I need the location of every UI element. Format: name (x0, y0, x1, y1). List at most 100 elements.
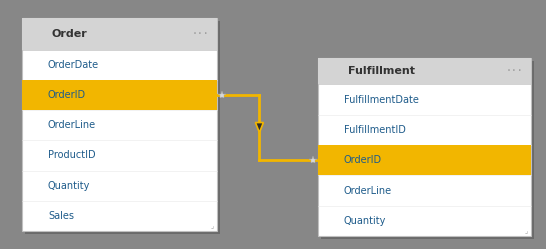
Text: Quantity: Quantity (48, 181, 91, 191)
Bar (40, 209, 43, 212)
Bar (34, 88, 38, 91)
Bar (325, 153, 328, 156)
Bar (29, 63, 32, 66)
Bar (325, 98, 328, 101)
Bar (330, 103, 334, 106)
Bar (33, 32, 36, 35)
Bar (330, 123, 334, 126)
Text: Sales: Sales (48, 211, 74, 221)
Bar (34, 118, 38, 122)
Bar (34, 159, 38, 162)
Bar (29, 124, 32, 127)
Bar (330, 128, 334, 131)
Bar (22, 18, 217, 50)
Bar (29, 220, 32, 223)
Bar (38, 26, 41, 30)
Bar (29, 179, 32, 182)
Bar (29, 88, 32, 91)
Bar (325, 103, 328, 106)
Bar (336, 103, 339, 106)
Text: OrderLine: OrderLine (48, 120, 96, 130)
Bar (29, 58, 32, 61)
Bar (44, 32, 48, 35)
Bar (33, 26, 36, 30)
Bar (336, 133, 339, 137)
Bar (325, 123, 328, 126)
Text: FulfillmentID: FulfillmentID (344, 125, 406, 135)
Bar (330, 214, 334, 217)
Bar (325, 128, 328, 131)
Bar (34, 209, 38, 212)
Bar (318, 58, 531, 84)
Bar (34, 220, 38, 223)
Bar (40, 214, 43, 217)
Text: OrderLine: OrderLine (344, 186, 392, 195)
Bar (29, 154, 32, 157)
Bar (40, 189, 43, 192)
Bar (34, 154, 38, 157)
Bar (325, 214, 328, 217)
Bar (336, 93, 339, 96)
Bar (330, 65, 333, 68)
Bar (29, 189, 32, 192)
Text: Order: Order (52, 29, 88, 39)
Bar (336, 184, 339, 187)
Bar (34, 63, 38, 66)
Bar (29, 149, 32, 152)
Text: Fulfillment: Fulfillment (348, 66, 415, 76)
Text: OrderID: OrderID (344, 155, 382, 165)
Bar (40, 118, 43, 122)
Bar (29, 99, 32, 102)
Bar (325, 133, 328, 137)
Bar (330, 75, 333, 77)
Text: ⌟: ⌟ (211, 223, 214, 229)
Bar (336, 189, 339, 192)
Bar (34, 58, 38, 61)
Polygon shape (256, 123, 263, 132)
Bar (330, 184, 334, 187)
Text: ⌟: ⌟ (525, 228, 528, 234)
Bar (325, 189, 328, 192)
Bar (325, 159, 328, 162)
Bar (325, 93, 328, 96)
Bar (34, 184, 38, 187)
Bar (40, 154, 43, 157)
Bar (34, 214, 38, 217)
Bar (336, 98, 339, 101)
Bar (40, 68, 43, 71)
Bar (330, 219, 334, 222)
Bar (325, 164, 328, 167)
Bar (29, 118, 32, 122)
Text: ···: ··· (192, 29, 209, 39)
Bar (33, 38, 36, 41)
Bar (29, 129, 32, 132)
Bar (318, 58, 531, 236)
Bar (336, 123, 339, 126)
Bar (336, 225, 339, 228)
Bar (336, 159, 339, 162)
Bar (44, 38, 48, 41)
Bar (330, 164, 334, 167)
Bar (330, 159, 334, 162)
Bar (330, 93, 334, 96)
Bar (38, 32, 41, 35)
Bar (335, 65, 337, 68)
Bar (40, 149, 43, 152)
Text: Quantity: Quantity (344, 216, 387, 226)
Bar (325, 219, 328, 222)
Bar (38, 38, 41, 41)
Bar (40, 88, 43, 91)
Bar (40, 58, 43, 61)
Bar (340, 65, 342, 68)
Text: FulfillmentDate: FulfillmentDate (344, 95, 419, 105)
Bar (330, 133, 334, 137)
Bar (340, 70, 342, 72)
Text: ProductID: ProductID (48, 150, 96, 160)
Bar (40, 220, 43, 223)
Bar (325, 194, 328, 197)
Bar (335, 70, 337, 72)
Bar (40, 93, 43, 96)
Bar (22, 18, 217, 231)
Bar (330, 194, 334, 197)
Bar (34, 93, 38, 96)
